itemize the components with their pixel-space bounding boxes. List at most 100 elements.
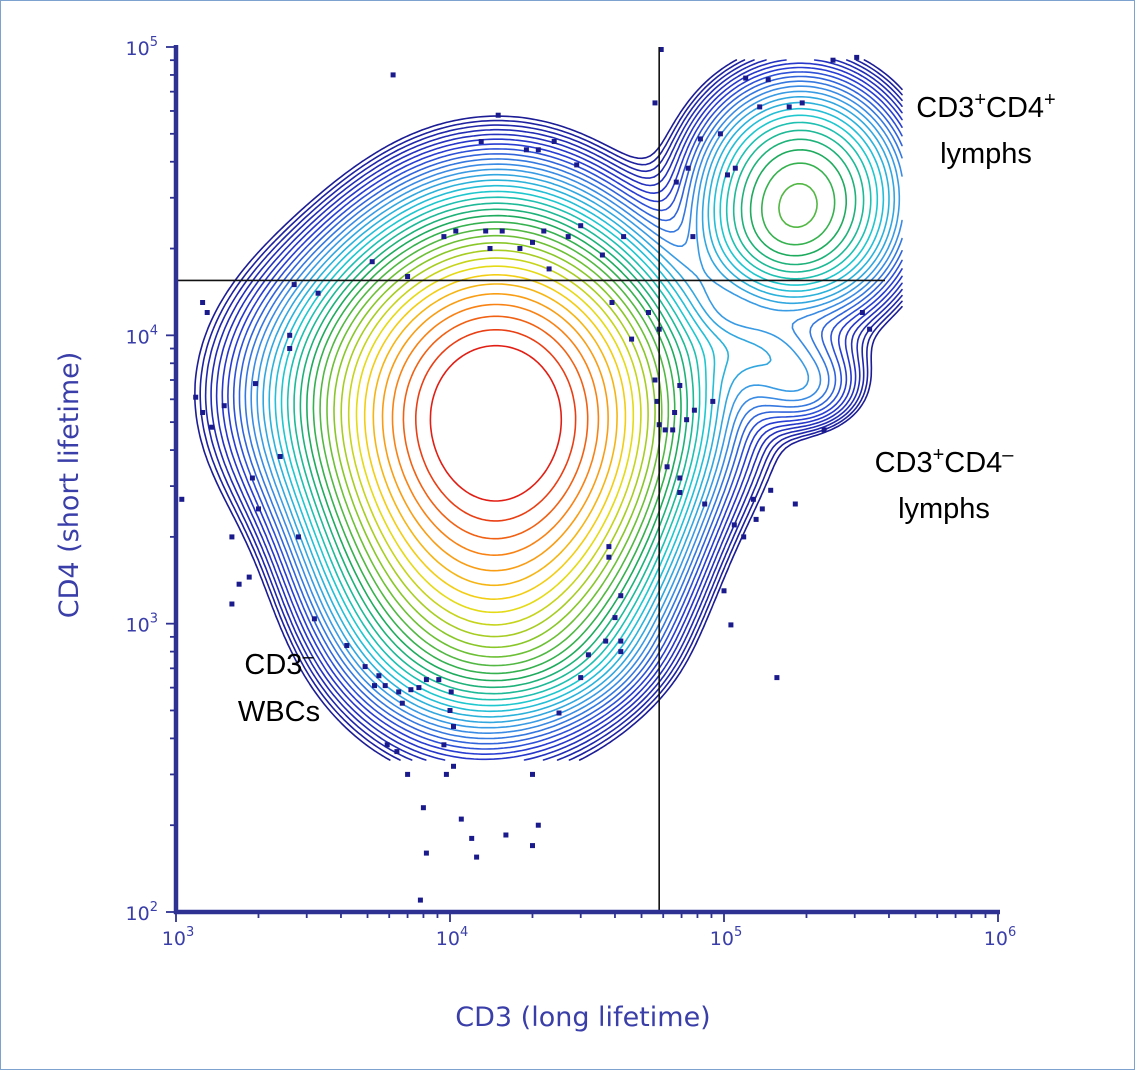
contour-level	[268, 101, 890, 718]
scatter-point	[447, 708, 453, 713]
scatter-point	[672, 410, 678, 415]
annotation-line1: CD3–	[244, 646, 314, 681]
contour-level	[256, 90, 901, 729]
scatter-point	[469, 835, 475, 841]
scatter-point	[821, 427, 827, 433]
scatter-point	[541, 228, 547, 234]
contour-level	[215, 59, 903, 761]
scatter-point	[662, 427, 668, 433]
scatter-point	[654, 398, 660, 404]
scatter-point	[311, 616, 317, 622]
annotation-cd4neg: CD3+CD4– lymphs	[875, 444, 1015, 525]
scatter-point	[646, 310, 651, 315]
scatter-point	[382, 683, 388, 689]
y-tick-label: 104	[126, 323, 158, 348]
scatter-point	[344, 643, 350, 648]
scatter-point	[546, 266, 552, 272]
scatter-point	[204, 310, 210, 315]
scatter-point	[765, 77, 771, 83]
scatter-point	[578, 675, 584, 681]
contour-level	[306, 149, 847, 682]
scatter-point	[717, 131, 723, 137]
x-tick-label: 104	[436, 925, 468, 950]
scatter-point	[830, 57, 836, 63]
annotation-cd3neg: CD3– WBCs	[238, 646, 320, 728]
contour-level	[232, 71, 903, 750]
scatter-point	[236, 581, 242, 587]
scatter-point	[732, 165, 738, 171]
scatter-point	[774, 675, 780, 681]
scatter-point	[229, 534, 235, 540]
contour-level	[347, 257, 642, 626]
contour-level	[244, 80, 903, 740]
scatter-point	[612, 615, 618, 621]
scatter-point	[420, 805, 426, 811]
contour-level	[199, 59, 903, 761]
scatter-point	[799, 100, 805, 106]
scatter-point	[685, 165, 691, 171]
scatter-point	[530, 843, 535, 849]
scatter-point	[443, 771, 449, 777]
contour-level	[250, 85, 903, 734]
scatter-point	[423, 850, 429, 856]
contour-level	[280, 114, 879, 707]
scatter-point	[786, 104, 792, 110]
scatter-point	[652, 100, 658, 106]
population-annotations: CD3+CD4+ lymphs CD3+CD4– lymphs CD3– WBCs	[238, 89, 1056, 728]
scatter-point	[483, 228, 489, 234]
annotation-line1: CD3+CD4–	[875, 444, 1015, 479]
scatter-point	[574, 162, 580, 168]
contour-level	[326, 234, 663, 658]
contour-lines	[194, 59, 903, 761]
scatter-point	[246, 574, 252, 580]
scatter-point	[599, 252, 605, 258]
scatter-point	[691, 407, 697, 413]
scatter-point	[495, 112, 501, 118]
scatter-point	[606, 554, 612, 560]
scatter-point	[441, 234, 447, 240]
scatter-point	[867, 326, 873, 332]
scatter-point	[750, 496, 756, 502]
scatter-point	[535, 822, 541, 828]
scatter-point	[759, 506, 765, 512]
scatter-point	[741, 534, 747, 540]
scatter-point	[517, 246, 523, 251]
scatter-point	[200, 300, 206, 305]
contour-level	[415, 329, 577, 522]
scatter-point	[523, 147, 529, 153]
scatter-point	[578, 223, 584, 229]
scatter-point	[458, 816, 464, 822]
annotation-line1: CD3+CD4+	[916, 89, 1055, 124]
contour-level	[286, 121, 872, 701]
scatter-point	[474, 854, 480, 860]
scatter-point	[372, 683, 377, 689]
scatter-point	[652, 377, 658, 383]
scatter-point	[417, 897, 423, 903]
x-axis-label: CD3 (long lifetime)	[455, 1002, 710, 1033]
scatter-point	[451, 724, 456, 729]
axes	[166, 45, 1000, 922]
scatter-point	[728, 622, 734, 628]
contour-level	[274, 107, 885, 713]
y-tick-label: 105	[126, 35, 158, 60]
scatter-point	[200, 410, 206, 415]
scatter-point	[664, 464, 670, 470]
contour-level	[372, 283, 618, 587]
scatter-point	[253, 381, 258, 387]
scatter-point	[721, 588, 727, 594]
scatter-point	[677, 383, 683, 388]
scatter-point	[487, 246, 493, 251]
scatter-point	[731, 522, 737, 528]
contour-level	[312, 162, 836, 675]
scatter-point	[585, 652, 591, 658]
x-tick-label: 105	[710, 925, 742, 950]
scatter-point	[556, 710, 562, 716]
scatter-point	[618, 649, 624, 655]
contour-level	[204, 59, 903, 761]
contour-level	[391, 303, 600, 556]
scatter-point	[565, 234, 571, 240]
annotation-line2: lymphs	[940, 138, 1032, 170]
scatter-point	[416, 685, 422, 691]
scatter-point	[296, 534, 301, 540]
scatter-point	[405, 274, 411, 279]
